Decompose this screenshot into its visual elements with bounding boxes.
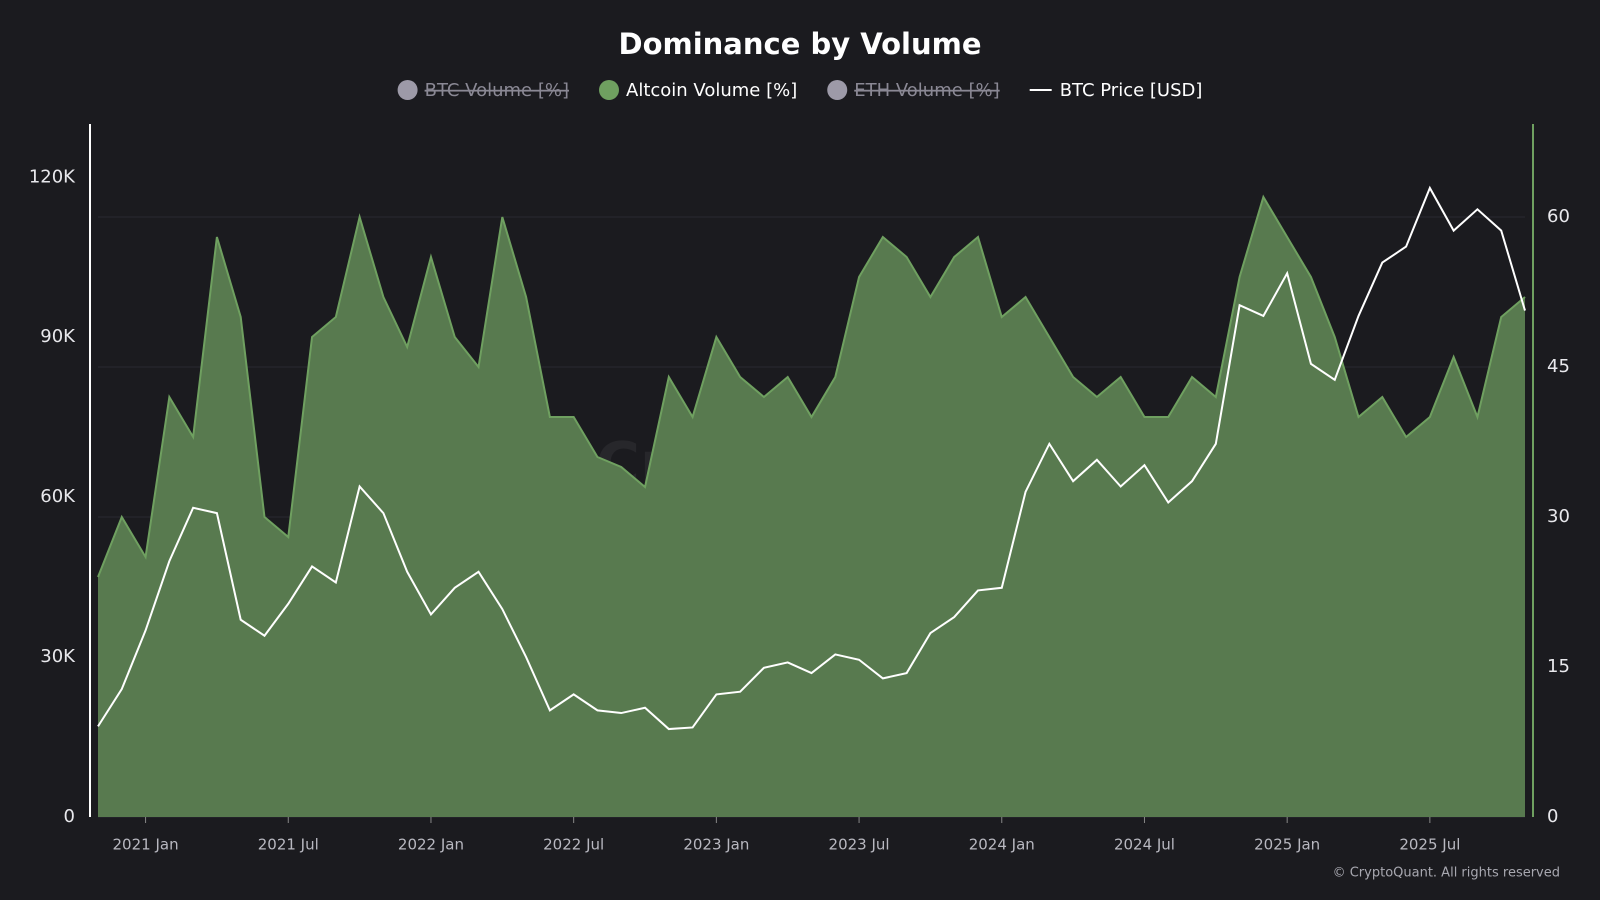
x-tick-label: 2024 Jan xyxy=(969,836,1035,854)
area xyxy=(98,197,1525,817)
legend-label: BTC Volume [%] xyxy=(425,80,569,101)
legend-swatch xyxy=(599,80,619,100)
x-tick-label: 2021 Jul xyxy=(258,836,319,854)
chart-title: Dominance by Volume xyxy=(619,27,982,61)
legend-label: ETH Volume [%] xyxy=(854,80,999,101)
legend-item[interactable]: BTC Volume [%] xyxy=(397,80,569,101)
legend-label: BTC Price [USD] xyxy=(1060,80,1203,101)
legend-label: Altcoin Volume [%] xyxy=(626,80,797,101)
legend-item[interactable]: Altcoin Volume [%] xyxy=(599,80,797,101)
x-tick-label: 2021 Jan xyxy=(113,836,179,854)
legend-item[interactable]: ETH Volume [%] xyxy=(827,80,1000,101)
y2-tick-label: 30 xyxy=(1547,506,1570,527)
legend: BTC Volume [%] Altcoin Volume [%] ETH Volu… xyxy=(397,80,1203,101)
credit: © CryptoQuant. All rights reserved xyxy=(1333,866,1560,881)
y2-tick-label: 60 xyxy=(1547,206,1570,227)
legend-swatch xyxy=(397,80,418,100)
y-tick-label: 90K xyxy=(40,326,76,347)
y2-tick-label: 15 xyxy=(1547,656,1570,677)
x-tick-label: 2022 Jan xyxy=(398,836,464,854)
y-tick-label: 120K xyxy=(29,166,76,187)
x-tick-label: 2025 Jul xyxy=(1399,836,1460,854)
y2-tick-label: 45 xyxy=(1547,356,1570,377)
x-tick-label: 2022 Jul xyxy=(543,836,604,854)
x-tick-label: 2024 Jul xyxy=(1114,836,1175,854)
x-tick-label: 2025 Jan xyxy=(1254,836,1320,854)
y-tick-label: 60K xyxy=(40,486,76,507)
line xyxy=(97,185,1526,731)
y-tick-label: 30K xyxy=(40,646,76,667)
legend-swatch xyxy=(827,80,848,100)
legend-item[interactable]: BTC Price [USD] xyxy=(1029,80,1203,101)
y2-tick-label: 0 xyxy=(1547,806,1558,827)
y-tick-label: 0 xyxy=(64,806,75,827)
area-edge xyxy=(97,194,1526,578)
x-tick-label: 2023 Jan xyxy=(683,836,749,854)
x-tick-label: 2023 Jul xyxy=(829,836,890,854)
